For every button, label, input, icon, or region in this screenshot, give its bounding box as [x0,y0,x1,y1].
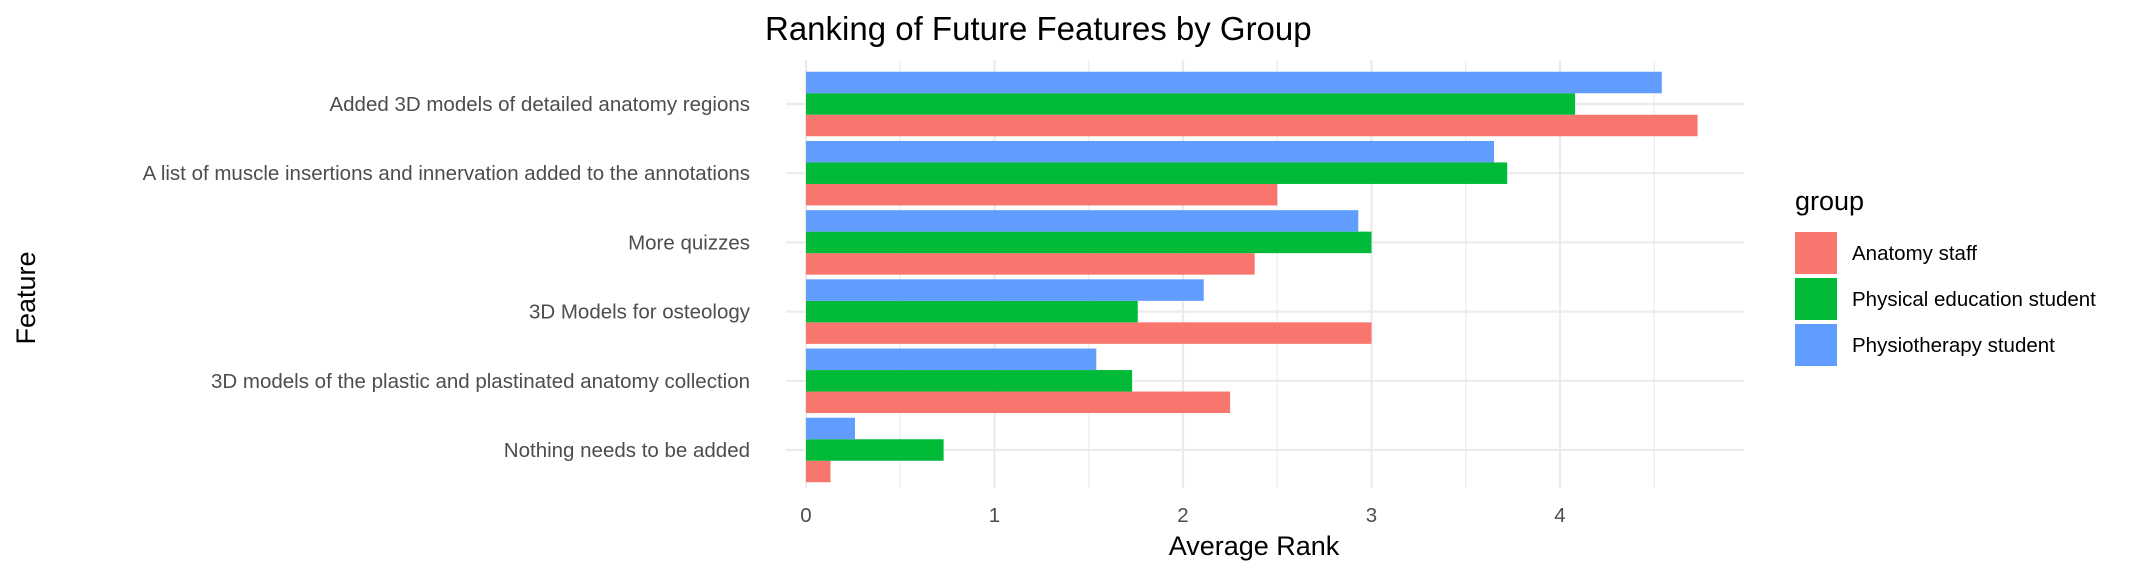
x-tick-label: 2 [1177,504,1188,527]
x-axis-title: Average Rank [1169,531,1340,561]
chart-title: Ranking of Future Features by Group [765,10,1312,47]
x-tick-label: 4 [1554,504,1565,527]
bar-physical-education-student [806,439,944,461]
bar-physiotherapy-student [806,71,1662,94]
x-tick-labels: 0 1 2 3 4 [800,504,1565,527]
legend-key [1795,232,1837,274]
legend-label: Physical education student [1852,288,2096,311]
x-tick-label: 3 [1366,504,1377,527]
bar-physical-education-student [806,370,1133,392]
legend: group Anatomy staff Physical education st… [1795,186,2096,366]
bar-physiotherapy-student [806,210,1359,232]
category-labels: Added 3D models of detailed anatomy regi… [143,93,751,462]
bar-physical-education-student [806,300,1138,323]
legend-key [1795,278,1837,320]
bars [806,71,1698,483]
category-label: More quizzes [628,231,750,254]
bar-anatomy-staff [806,114,1698,137]
bar-anatomy-staff [806,322,1372,344]
x-tick-label: 1 [989,504,1000,527]
bar-physiotherapy-student [806,348,1097,371]
x-tick-label: 0 [800,504,811,527]
legend-label: Anatomy staff [1852,242,1977,265]
category-label: Added 3D models of detailed anatomy regi… [329,93,750,116]
bar-anatomy-staff [806,391,1231,414]
category-label: A list of muscle insertions and innervat… [143,162,750,185]
bar-physiotherapy-student [806,279,1204,301]
bar-physical-education-student [806,93,1576,115]
category-label: Nothing needs to be added [504,439,750,462]
legend-label: Physiotherapy student [1852,334,2055,357]
bar-anatomy-staff [806,460,831,483]
category-label: 3D Models for osteology [529,301,751,324]
bar-physiotherapy-student [806,140,1495,163]
legend-key [1795,324,1837,366]
y-axis-title: Feature [11,251,41,344]
category-label: 3D models of the plastic and plastinated… [211,370,750,393]
bar-anatomy-staff [806,183,1278,206]
bar-physical-education-student [806,231,1372,254]
bar-physical-education-student [806,162,1508,184]
bar-physiotherapy-student [806,417,856,440]
bar-anatomy-staff [806,253,1255,275]
legend-title: group [1795,186,1864,216]
